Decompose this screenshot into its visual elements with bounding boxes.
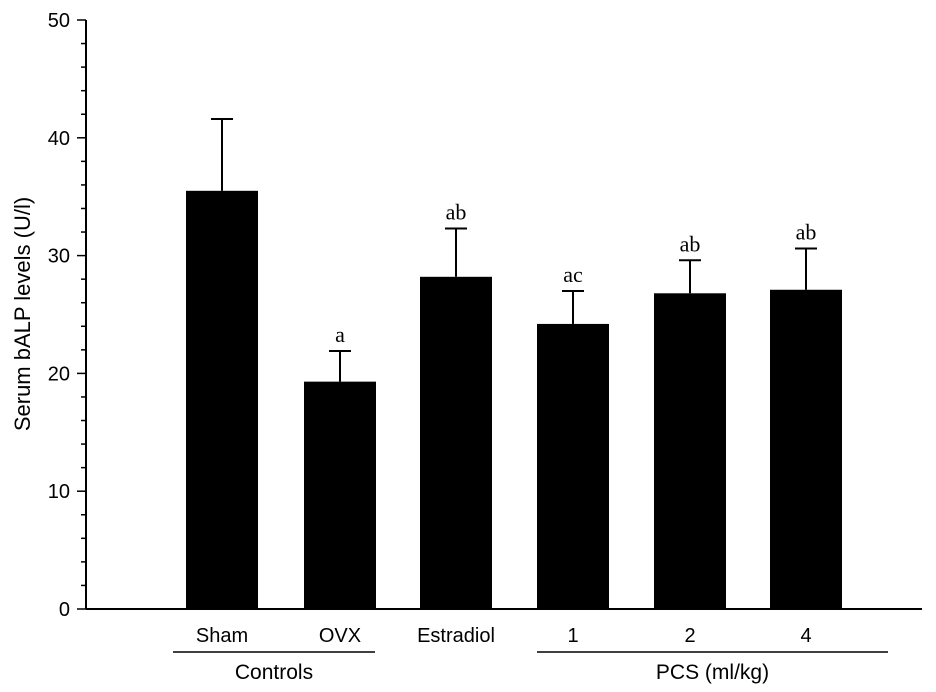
y-tick-label: 30 — [48, 246, 70, 268]
y-tick-label: 20 — [48, 363, 70, 385]
bar — [420, 276, 492, 609]
x-tick-label: 4 — [800, 625, 811, 647]
significance-label: ab — [796, 220, 817, 245]
bar — [654, 293, 726, 609]
x-tick-label: 1 — [567, 625, 578, 647]
bar — [304, 381, 376, 609]
x-tick-label: 2 — [684, 625, 695, 647]
bar — [186, 190, 258, 609]
group-label: Controls — [235, 661, 313, 684]
x-tick-label: Sham — [196, 625, 248, 647]
y-tick-label: 10 — [48, 481, 70, 503]
significance-label: ab — [446, 200, 467, 225]
bars: a ab ac ab ab — [186, 117, 842, 609]
group-brackets: Controls PCS (ml/kg) — [173, 651, 888, 684]
significance-label: ac — [563, 262, 583, 287]
y-axis: 0 10 20 30 40 50 — [48, 10, 87, 621]
significance-label: a — [335, 322, 345, 347]
y-tick-label: 0 — [59, 599, 70, 621]
significance-label: ab — [680, 231, 701, 256]
y-axis-title: Serum bALP levels (U/l) — [10, 197, 35, 431]
bar — [770, 289, 842, 609]
x-tick-label: OVX — [319, 625, 361, 647]
group-label: PCS (ml/kg) — [656, 661, 769, 684]
x-tick-label: Estradiol — [417, 625, 495, 647]
y-tick-label: 40 — [48, 128, 70, 150]
bar — [537, 323, 609, 609]
y-ticks: 0 10 20 30 40 50 — [48, 10, 86, 621]
category-labels: Sham OVX Estradiol 1 2 4 — [196, 625, 812, 647]
y-tick-label: 50 — [48, 10, 70, 32]
